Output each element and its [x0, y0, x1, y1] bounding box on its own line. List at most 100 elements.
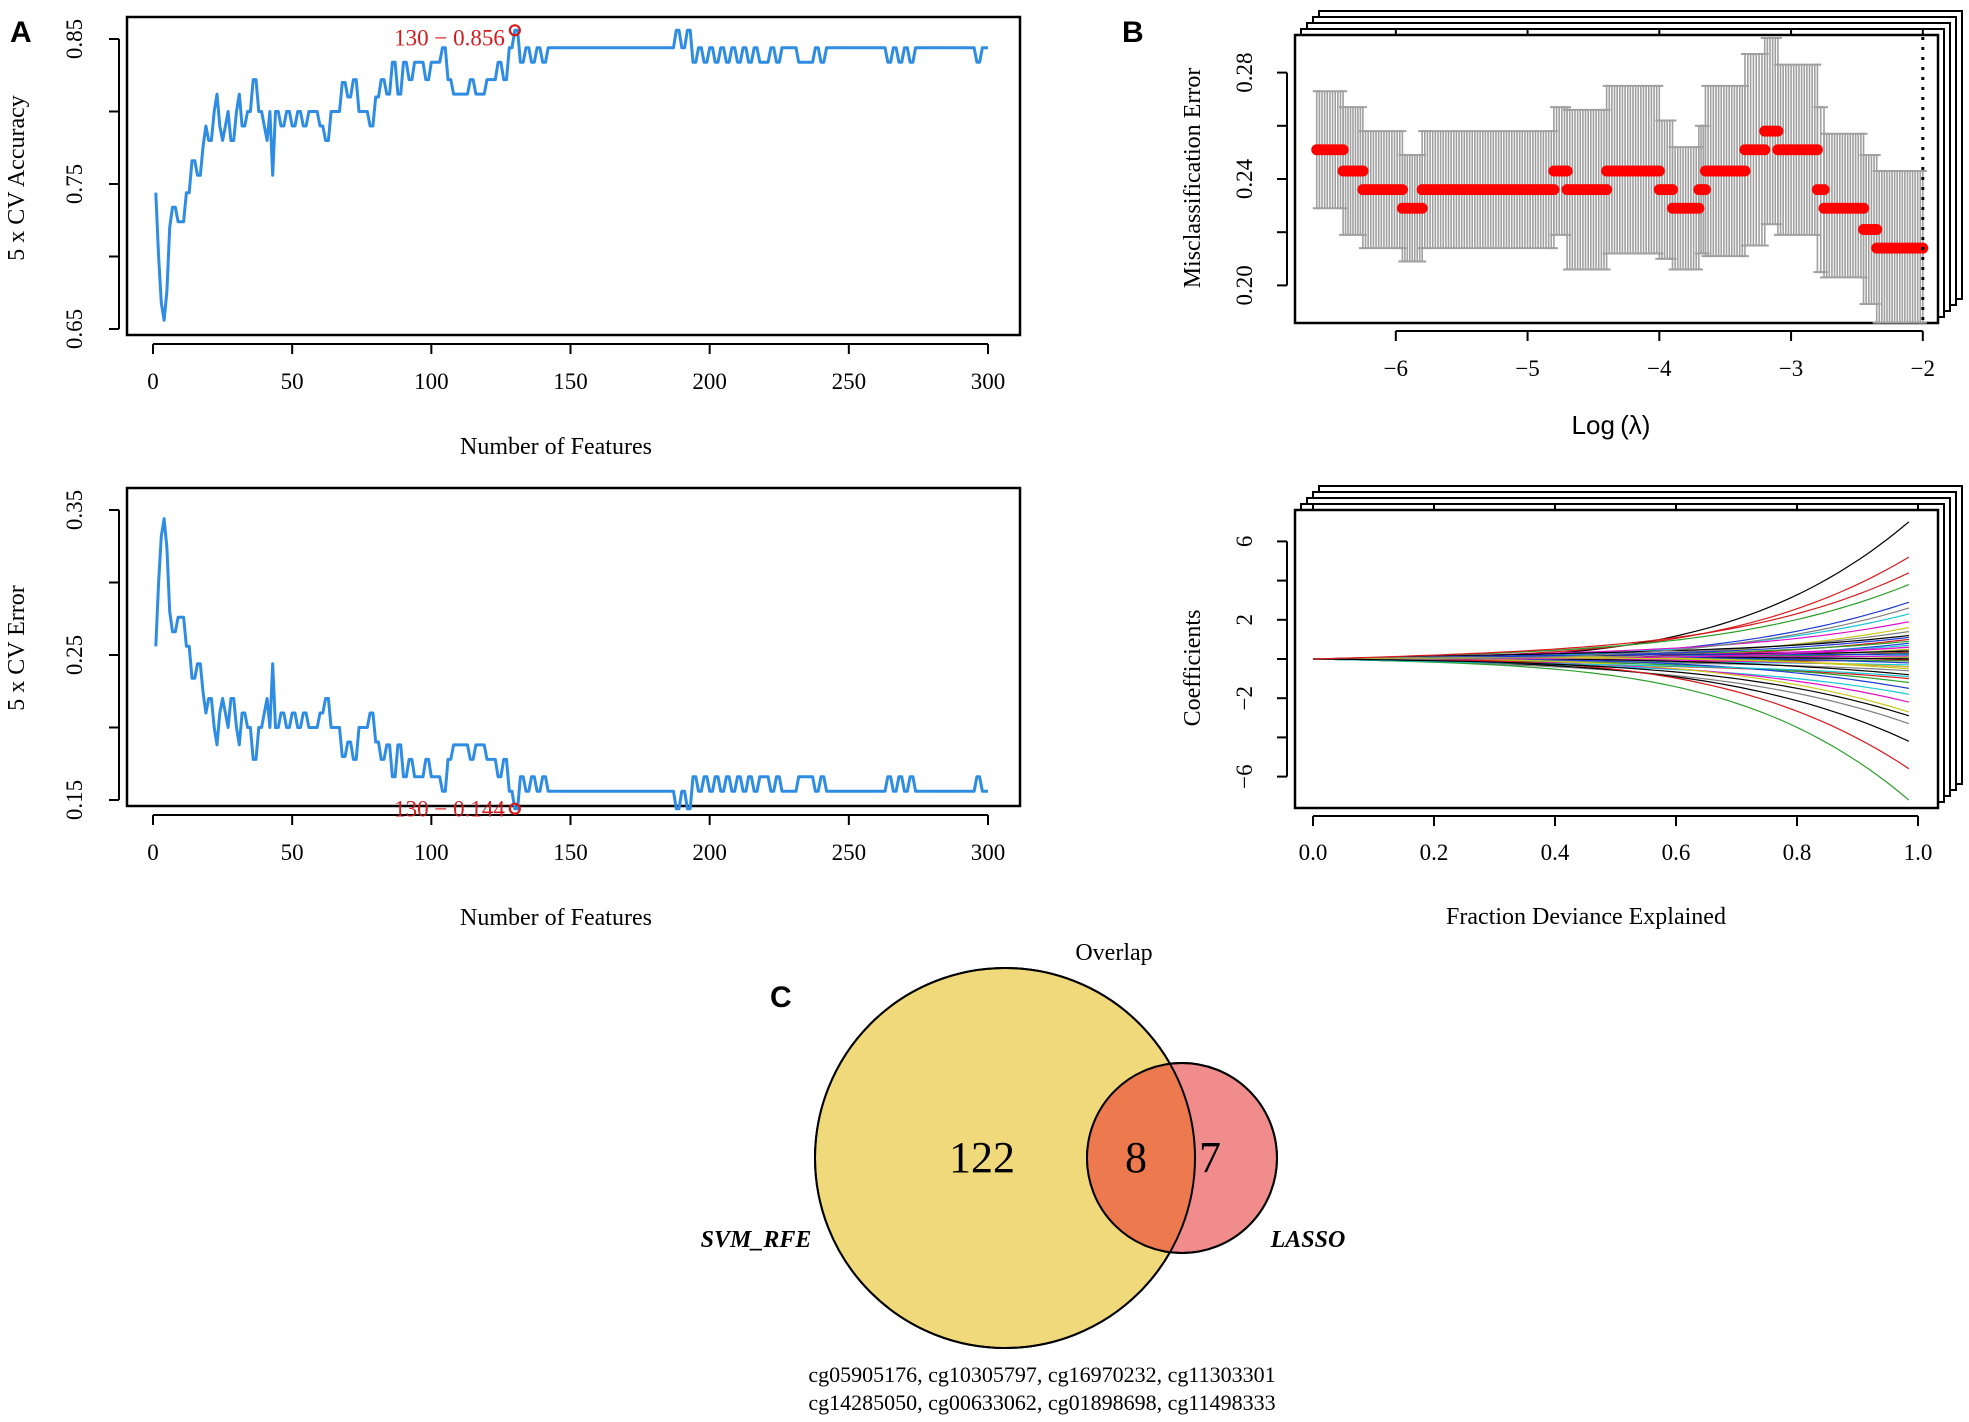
coefficient-path: [1312, 572, 1910, 660]
panel-letter-c: C: [770, 981, 792, 1014]
coefficient-path: [1312, 658, 1909, 678]
accuracy-xlabel: Number of Features: [460, 434, 652, 460]
accuracy-xtick-label: 100: [414, 369, 449, 394]
venn-diagram: Overlap 122 8 7 SVM_RFE LASSO cg05905176…: [701, 940, 1346, 1415]
coefficient-path: [1312, 658, 1910, 717]
error-min-label: 130 − 0.144: [394, 797, 505, 822]
accuracy-axes: 0 50 100 150 200 250 300 0.65 0.75 0.85: [62, 19, 1005, 394]
cv-point: [1357, 165, 1369, 177]
accuracy-plot-frame: [125, 15, 1022, 337]
panel-letter-a: A: [10, 16, 32, 49]
accuracy-ylabel: 5 x CV Accuracy: [4, 95, 30, 261]
error-line: [154, 517, 988, 811]
venn-title: Overlap: [1075, 940, 1152, 966]
cv-point: [1396, 184, 1408, 196]
cv-point: [1561, 165, 1573, 177]
error-ylabel: 5 x CV Error: [4, 585, 30, 711]
path-ytick-label: 2: [1232, 614, 1257, 626]
accuracy-xtick-label: 0: [147, 369, 159, 394]
coefficient-path: [1312, 607, 1910, 660]
cv-point: [1871, 224, 1883, 236]
cv-point: [1739, 165, 1751, 177]
overlap-count: 8: [1125, 1133, 1147, 1182]
overlap-region: [1087, 1063, 1195, 1253]
accuracy-ytick-label: 0.85: [62, 19, 87, 59]
error-min-marker: [508, 802, 521, 815]
cv-point: [1548, 184, 1560, 196]
cv-point: [1653, 165, 1665, 177]
lasso-cv-plot: −6 −5 −4 −3 −2 0.20 0.24 0.28 Log (λ) Misclassi…: [1180, 10, 1963, 440]
lasso-label: LASSO: [1270, 1227, 1346, 1253]
error-plot: 0 50 100 150 200 250 300 0.15 0.25 0.35 130 − 0.1…: [4, 486, 1022, 931]
cv-point: [1416, 202, 1428, 214]
error-xtick-label: 0: [147, 840, 159, 865]
cv-point: [1337, 144, 1349, 156]
accuracy-ytick-label: 0.65: [62, 309, 87, 349]
svm-only-count: 122: [949, 1133, 1015, 1182]
path-xtick-label: 1.0: [1904, 840, 1933, 865]
accuracy-xtick-label: 150: [553, 369, 588, 394]
cv-point: [1601, 184, 1613, 196]
svm-rfe-label: SVM_RFE: [701, 1227, 812, 1253]
cv-xtick-label: −4: [1647, 356, 1672, 381]
error-xlabel: Number of Features: [460, 905, 652, 931]
lasso-path-axes: 0.0 0.2 0.4 0.6 0.8 1.0 −6 −2 2 6: [1232, 504, 1932, 865]
path-ytick-label: −2: [1232, 686, 1257, 710]
lasso-outline: [1086, 1062, 1278, 1254]
accuracy-max-marker: [508, 24, 521, 37]
accuracy-ytick-label: 0.75: [62, 164, 87, 204]
coefficient-paths: [1312, 521, 1910, 801]
path-ytick-label: −6: [1232, 764, 1257, 788]
error-ytick-label: 0.25: [62, 635, 87, 675]
error-xtick-label: 150: [553, 840, 588, 865]
lasso-cv-ylabel: Misclassification Error: [1180, 68, 1206, 289]
path-ytick-label: 6: [1232, 536, 1257, 548]
panel-letter-b: B: [1122, 16, 1144, 49]
cv-point: [1693, 202, 1705, 214]
cv-point: [1772, 125, 1784, 137]
lasso-cv-axes: −6 −5 −4 −3 −2 0.20 0.24 0.28: [1232, 29, 1935, 381]
error-xtick-label: 100: [414, 840, 449, 865]
cv-point: [1666, 184, 1678, 196]
accuracy-xtick-label: 250: [832, 369, 867, 394]
accuracy-line: [154, 28, 988, 322]
lasso-only-count: 7: [1199, 1133, 1221, 1182]
cv-point: [1858, 202, 1870, 214]
error-xtick-label: 250: [832, 840, 867, 865]
cv-xtick-label: −5: [1515, 356, 1539, 381]
cv-points: [1311, 125, 1929, 254]
cv-point: [1699, 184, 1711, 196]
svm-rfe-outline: [814, 967, 1196, 1349]
lasso-cv-xlabel: Log (λ): [1572, 410, 1651, 440]
path-xtick-label: 0.6: [1662, 840, 1691, 865]
path-xtick-label: 0.4: [1541, 840, 1570, 865]
path-xtick-label: 0.8: [1783, 840, 1812, 865]
cv-xtick-label: −2: [1911, 356, 1935, 381]
error-xtick-label: 50: [281, 840, 304, 865]
error-xtick-label: 300: [971, 840, 1006, 865]
cv-ytick-label: 0.20: [1232, 265, 1257, 305]
lasso-path-ylabel: Coefficients: [1180, 610, 1206, 727]
path-xtick-label: 0.0: [1299, 840, 1328, 865]
path-xtick-label: 0.2: [1420, 840, 1449, 865]
cv-ytick-label: 0.24: [1232, 158, 1257, 199]
error-axes: 0 50 100 150 200 250 300 0.15 0.25 0.35: [62, 490, 1005, 865]
error-ytick-label: 0.15: [62, 780, 87, 820]
overlap-genes-line-1: cg05905176, cg10305797, cg16970232, cg11…: [808, 1362, 1275, 1387]
error-plot-frame: [125, 486, 1022, 808]
lasso-path-plot: 0.0 0.2 0.4 0.6 0.8 1.0 −6 −2 2 6 Fraction Devian…: [1180, 485, 1963, 930]
accuracy-xtick-label: 50: [281, 369, 304, 394]
cv-point: [1811, 144, 1823, 156]
cv-xtick-label: −6: [1384, 356, 1408, 381]
accuracy-xtick-label: 200: [692, 369, 727, 394]
coefficient-path: [1312, 657, 1909, 668]
error-xtick-label: 200: [692, 840, 727, 865]
accuracy-plot: 0 50 100 150 200 250 300 0.65 0.75 0.85 130 − 0.8…: [4, 15, 1022, 460]
error-ytick-label: 0.35: [62, 490, 87, 530]
overlap-genes-line-2: cg14285050, cg00633062, cg01898698, cg11…: [808, 1390, 1275, 1415]
cv-ytick-label: 0.28: [1232, 52, 1257, 92]
accuracy-max-label: 130 − 0.856: [394, 25, 505, 50]
lasso-path-xlabel: Fraction Deviance Explained: [1446, 904, 1726, 930]
cv-xtick-label: −3: [1779, 356, 1803, 381]
